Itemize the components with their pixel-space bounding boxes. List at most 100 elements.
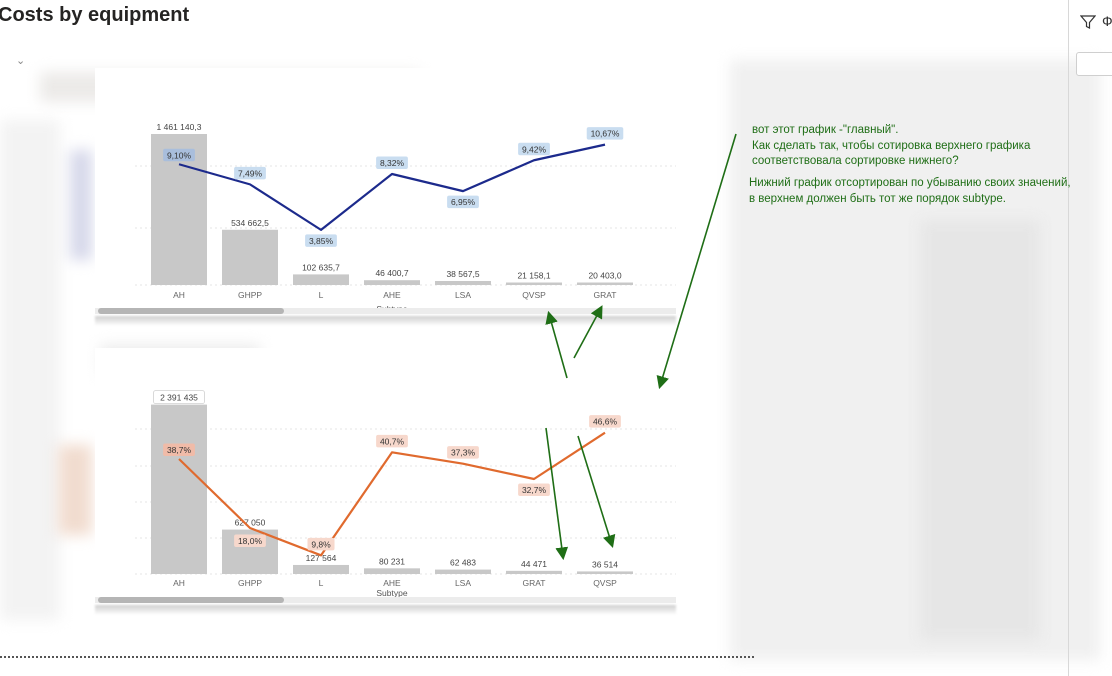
bar-label: 1 461 140,3: [157, 122, 202, 132]
top-chart-scrollbar[interactable]: [95, 308, 676, 314]
line-label: 7,49%: [238, 168, 263, 178]
bar-label: 2 391 435: [160, 393, 198, 403]
collapse-chevron-icon[interactable]: ⌄: [16, 55, 26, 67]
card-shadow: [95, 605, 676, 615]
series-line: [178, 431, 606, 557]
bottom-chart-scrollbar[interactable]: [95, 597, 676, 603]
annotation-note-main: вот этот график -"главный". Как сделать …: [752, 123, 1030, 170]
line-label: 38,7%: [167, 445, 192, 455]
x-tick-label: QVSP: [522, 290, 546, 300]
line-label: 8,32%: [380, 158, 405, 168]
line-label-bg: [376, 434, 408, 448]
bar: [435, 281, 491, 285]
bar-label: 80 231: [379, 556, 405, 566]
bar-label: 127 564: [306, 553, 337, 563]
bar: [364, 568, 420, 574]
arrow-to-bottom-grat: [545, 427, 569, 561]
blurred-region: [58, 445, 92, 535]
x-tick-label: GHPP: [238, 290, 262, 300]
bar-label: 534 662,5: [231, 218, 269, 228]
bar: [506, 570, 562, 574]
line-label-bg: [589, 415, 621, 428]
line-label: 10,67%: [591, 129, 620, 139]
line-label: 32,7%: [522, 485, 547, 495]
bar-label: 46 400,7: [375, 268, 408, 278]
bar-label: 627 050: [235, 518, 266, 528]
line-label-bg: [376, 156, 408, 169]
bar: [577, 571, 633, 574]
bottom-combo-chart: 2 391 435 627 050 127 564 80 231 62 483 44 47…: [135, 390, 676, 598]
line-label-bg: [163, 148, 195, 162]
line-label-bg: [586, 127, 624, 140]
series-line: [178, 143, 606, 231]
x-tick-label: L: [319, 290, 324, 300]
x-tick-label: GRAT: [523, 578, 546, 588]
line-label: 40,7%: [380, 436, 405, 446]
line-label-bg: [518, 483, 550, 496]
filter-icon[interactable]: [1080, 14, 1096, 30]
top-chart-card: 1 461 140,3 534 662,5 102 635,7 46 400,7 38 …: [95, 68, 676, 320]
filter-search-input[interactable]: [1076, 52, 1112, 76]
line-label-bg: [518, 142, 550, 156]
blurred-region: [70, 150, 92, 260]
bar-label: 102 635,7: [302, 262, 340, 272]
x-tick-label: LSA: [455, 290, 471, 300]
bar: [364, 280, 420, 285]
bar: [293, 564, 349, 574]
bar: [293, 274, 349, 285]
line-label: 37,3%: [451, 448, 476, 458]
x-tick-label: QVSP: [593, 578, 617, 588]
x-tick-label: AH: [173, 578, 185, 588]
top-chart-scrollbar-thumb[interactable]: [98, 308, 284, 314]
arrow-to-bottom-chart: [656, 133, 737, 390]
bar: [222, 229, 278, 285]
arrow-to-bottom-qvsp: [577, 435, 616, 549]
x-tick-label: GRAT: [594, 290, 617, 300]
top-combo-chart: 1 461 140,3 534 662,5 102 635,7 46 400,7 38 …: [135, 122, 676, 314]
filter-pane-title: Ф: [1102, 13, 1112, 29]
annotation-line: Нижний график отсортирован по убыванию с…: [749, 177, 1071, 189]
line-label: 9,8%: [311, 539, 331, 549]
bar-label: 44 471: [521, 559, 547, 569]
x-axis-title: Subtype: [376, 588, 407, 598]
bottom-chart-scrollbar-thumb[interactable]: [98, 597, 284, 603]
annotation-line: в верхнем должен быть тот же порядок sub…: [749, 192, 1006, 205]
annotation-line: вот этот график -"главный".: [752, 124, 899, 136]
x-tick-label: L: [319, 578, 324, 588]
bar-label: 38 567,5: [446, 269, 479, 279]
x-tick-label: LSA: [455, 578, 471, 588]
bar: [151, 404, 207, 574]
line-label: 18,0%: [238, 536, 263, 546]
line-label: 9,10%: [167, 150, 192, 160]
bar: [577, 282, 633, 285]
line-label-bg: [305, 234, 337, 247]
dotted-divider: [0, 656, 754, 658]
line-label: 6,95%: [451, 197, 476, 207]
bar: [435, 569, 491, 574]
bar-label: 36 514: [592, 559, 618, 569]
x-tick-label: GHPP: [238, 578, 262, 588]
line-label: 46,6%: [593, 417, 618, 427]
annotation-line: соответствовала сортировке нижнего?: [752, 155, 959, 167]
arrow-to-top-grat: [573, 305, 603, 359]
line-label-bg: [234, 534, 266, 547]
arrow-to-top-qvsp: [545, 310, 568, 379]
blurred-region: [0, 120, 60, 620]
line-label-bg: [447, 446, 479, 459]
x-tick-label: AHE: [383, 290, 401, 300]
line-label-bg: [447, 195, 479, 209]
x-tick-label: AHE: [383, 578, 401, 588]
bar-label-bg: [153, 390, 205, 405]
line-label: 3,85%: [309, 236, 334, 246]
bottom-chart-card: 2 391 435 627 050 127 564 80 231 62 483 44 47…: [95, 348, 676, 610]
line-label-bg: [234, 166, 266, 180]
line-label-bg: [307, 537, 335, 551]
annotation-line: Как сделать так, чтобы сотировка верхнег…: [752, 139, 1031, 152]
bar-label: 62 483: [450, 558, 476, 568]
bar-label: 20 403,0: [588, 271, 621, 281]
line-label-bg: [163, 443, 195, 456]
card-shadow: [95, 316, 676, 326]
line-label: 9,42%: [522, 144, 547, 154]
annotation-note-sort: Нижний график отсортирован по убыванию с…: [749, 176, 1071, 207]
